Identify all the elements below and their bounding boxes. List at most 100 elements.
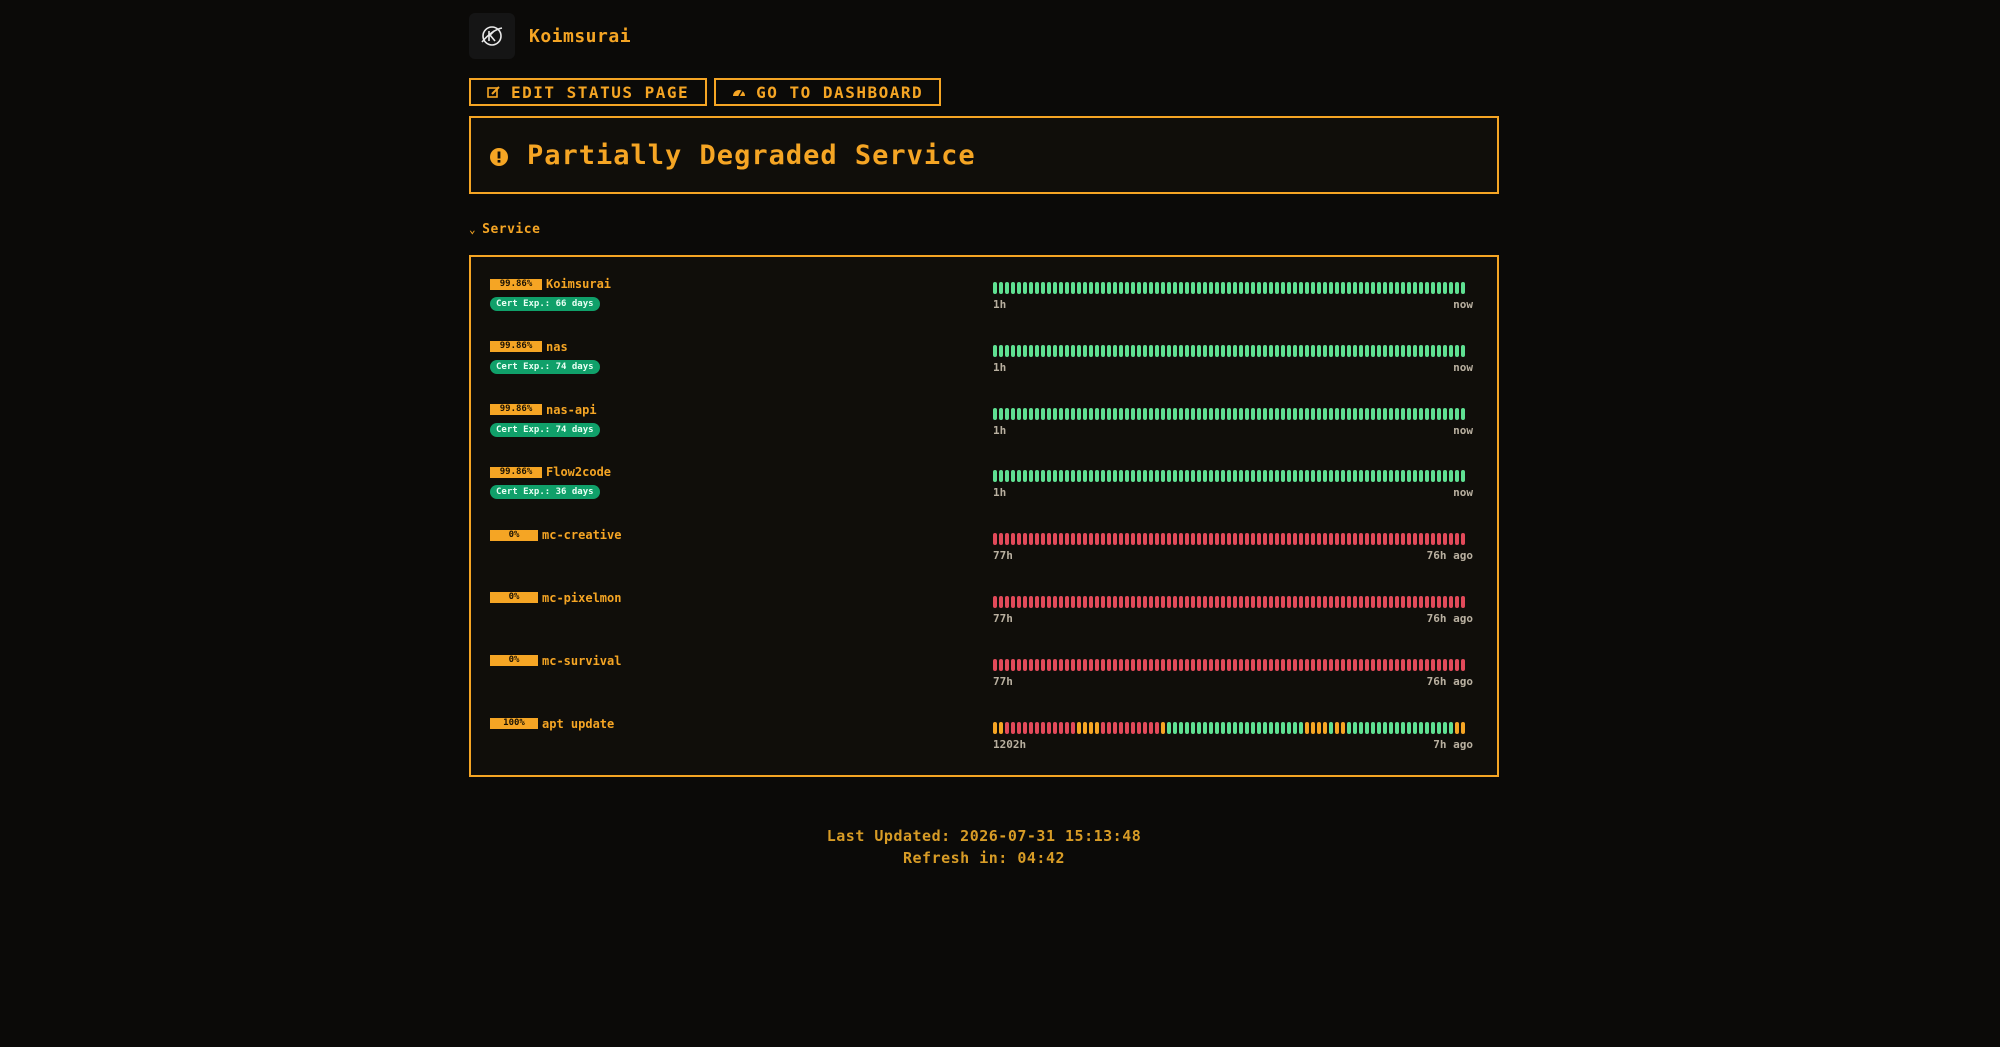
heartbeat-beat[interactable]: [1329, 658, 1333, 671]
heartbeat-beat[interactable]: [1431, 595, 1435, 608]
heartbeat-beat[interactable]: [1431, 470, 1435, 483]
heartbeat-beat[interactable]: [1173, 470, 1177, 483]
heartbeat-beat[interactable]: [1155, 721, 1159, 734]
heartbeat-beat[interactable]: [1065, 658, 1069, 671]
heartbeat-beat[interactable]: [1161, 595, 1165, 608]
heartbeat-beat[interactable]: [1071, 282, 1075, 294]
heartbeat-beat[interactable]: [1305, 595, 1309, 608]
heartbeat-beat[interactable]: [1239, 470, 1243, 483]
heartbeat-beat[interactable]: [1053, 344, 1057, 357]
heartbeat-beat[interactable]: [1209, 344, 1213, 357]
heartbeat-beat[interactable]: [1407, 658, 1411, 671]
heartbeat-beat[interactable]: [1365, 595, 1369, 608]
heartbeat-beat[interactable]: [1245, 533, 1249, 546]
heartbeat-beat[interactable]: [1389, 721, 1393, 734]
heartbeat-beat[interactable]: [1275, 407, 1279, 420]
heartbeat-beat[interactable]: [993, 721, 997, 734]
heartbeat-beat[interactable]: [1089, 282, 1093, 294]
heartbeat-beat[interactable]: [1221, 595, 1225, 608]
heartbeat-beat[interactable]: [1107, 470, 1111, 483]
heartbeat-beat[interactable]: [1293, 721, 1297, 734]
heartbeat-beat[interactable]: [1077, 470, 1081, 483]
heartbeat-beat[interactable]: [1233, 533, 1237, 546]
heartbeat-beat[interactable]: [1059, 721, 1063, 734]
heartbeat-beat[interactable]: [1353, 470, 1357, 483]
heartbeat-beat[interactable]: [1197, 533, 1201, 546]
heartbeat-beat[interactable]: [1035, 595, 1039, 608]
heartbeat-beat[interactable]: [1347, 721, 1351, 734]
heartbeat-beat[interactable]: [1431, 282, 1435, 294]
heartbeat-beat[interactable]: [1407, 533, 1411, 546]
heartbeat-beat[interactable]: [1347, 595, 1351, 608]
heartbeat-beat[interactable]: [1119, 533, 1123, 546]
heartbeat-beat[interactable]: [1227, 658, 1231, 671]
heartbeat-beat[interactable]: [1137, 721, 1141, 734]
heartbeat-beat[interactable]: [1419, 470, 1423, 483]
heartbeat-beat[interactable]: [1077, 721, 1081, 734]
heartbeat-beat[interactable]: [1311, 658, 1315, 671]
heartbeat-beat[interactable]: [1413, 595, 1417, 608]
heartbeat-beat[interactable]: [1065, 595, 1069, 608]
heartbeat-beat[interactable]: [1419, 721, 1423, 734]
heartbeat-beat[interactable]: [1359, 407, 1363, 420]
heartbeat-beat[interactable]: [1341, 344, 1345, 357]
heartbeat-beat[interactable]: [1461, 407, 1465, 420]
heartbeat-beat[interactable]: [1119, 721, 1123, 734]
heartbeat-beat[interactable]: [1167, 282, 1171, 294]
heartbeat-beat[interactable]: [1353, 533, 1357, 546]
heartbeat-beat[interactable]: [1257, 282, 1261, 294]
heartbeat-beat[interactable]: [1095, 282, 1099, 294]
heartbeat-beat[interactable]: [1335, 721, 1339, 734]
heartbeat-beat[interactable]: [1071, 721, 1075, 734]
heartbeat-beat[interactable]: [1359, 595, 1363, 608]
heartbeat-beat[interactable]: [1035, 344, 1039, 357]
heartbeat-beat[interactable]: [1257, 533, 1261, 546]
heartbeat-beat[interactable]: [1395, 282, 1399, 294]
heartbeat-beat[interactable]: [1317, 470, 1321, 483]
heartbeat-beat[interactable]: [1305, 407, 1309, 420]
heartbeat-beat[interactable]: [1461, 658, 1465, 671]
heartbeat-beat[interactable]: [1149, 344, 1153, 357]
heartbeat-beat[interactable]: [1341, 658, 1345, 671]
heartbeat-beat[interactable]: [1377, 282, 1381, 294]
heartbeat-beat[interactable]: [1101, 533, 1105, 546]
heartbeat-beat[interactable]: [1143, 407, 1147, 420]
heartbeat-beat[interactable]: [1239, 595, 1243, 608]
heartbeat-beat[interactable]: [1053, 470, 1057, 483]
heartbeat-beat[interactable]: [1383, 282, 1387, 294]
heartbeat-beat[interactable]: [1305, 282, 1309, 294]
heartbeat-beat[interactable]: [1065, 721, 1069, 734]
heartbeat-beat[interactable]: [1395, 721, 1399, 734]
heartbeat-beat[interactable]: [1335, 533, 1339, 546]
heartbeat-beat[interactable]: [1371, 658, 1375, 671]
heartbeat-beat[interactable]: [1143, 658, 1147, 671]
heartbeat-beat[interactable]: [1437, 282, 1441, 294]
heartbeat-beat[interactable]: [1311, 470, 1315, 483]
heartbeat-beat[interactable]: [1215, 282, 1219, 294]
heartbeat-beat[interactable]: [1389, 282, 1393, 294]
heartbeat-beat[interactable]: [1029, 658, 1033, 671]
heartbeat-beat[interactable]: [1119, 595, 1123, 608]
heartbeat-beat[interactable]: [1065, 407, 1069, 420]
heartbeat-beat[interactable]: [1449, 721, 1453, 734]
heartbeat-beat[interactable]: [1239, 344, 1243, 357]
heartbeat-beat[interactable]: [1089, 344, 1093, 357]
heartbeat-beat[interactable]: [1167, 407, 1171, 420]
heartbeat-beat[interactable]: [1365, 407, 1369, 420]
heartbeat-beat[interactable]: [1245, 282, 1249, 294]
heartbeat-beat[interactable]: [1377, 658, 1381, 671]
heartbeat-beat[interactable]: [1191, 282, 1195, 294]
heartbeat-beat[interactable]: [1047, 595, 1051, 608]
heartbeat-beat[interactable]: [1029, 470, 1033, 483]
heartbeat-beat[interactable]: [1275, 282, 1279, 294]
heartbeat-beat[interactable]: [1431, 658, 1435, 671]
heartbeat-beat[interactable]: [1125, 721, 1129, 734]
heartbeat-beat[interactable]: [1431, 407, 1435, 420]
heartbeat-beat[interactable]: [999, 721, 1003, 734]
heartbeat-beat[interactable]: [1401, 595, 1405, 608]
heartbeat-beat[interactable]: [1173, 721, 1177, 734]
heartbeat-beat[interactable]: [1041, 282, 1045, 294]
heartbeat-beat[interactable]: [1401, 407, 1405, 420]
heartbeat-beat[interactable]: [1275, 344, 1279, 357]
heartbeat-beat[interactable]: [1149, 407, 1153, 420]
